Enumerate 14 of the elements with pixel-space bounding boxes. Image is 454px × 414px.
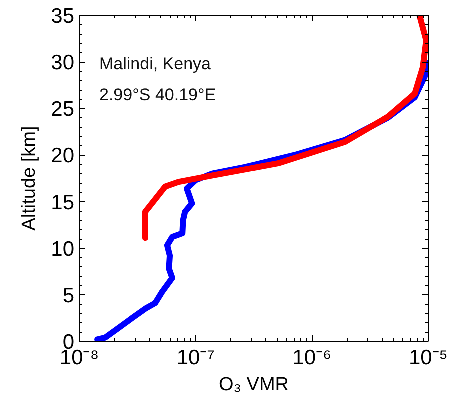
y-axis-title: Altitude [km] xyxy=(19,126,40,231)
y-tick-label: 5 xyxy=(62,284,75,308)
annotation: Malindi, Kenya xyxy=(100,54,212,74)
y-tick-label: 25 xyxy=(51,98,74,122)
y-tick-label: 10 xyxy=(51,238,74,261)
x-axis-title: O₃ VMR xyxy=(218,374,290,396)
x-tick-label: 10⁻⁵ xyxy=(408,346,448,370)
annotation: 2.99°S 40.19°E xyxy=(100,86,216,104)
y-tick-label: 20 xyxy=(51,144,74,168)
y-tick-label: 15 xyxy=(51,191,74,214)
x-tick-label: 10⁻⁷ xyxy=(176,346,215,370)
y-tick-label: 30 xyxy=(51,52,74,75)
x-tick-label: 10⁻⁶ xyxy=(292,346,332,370)
y-tick-label: 35 xyxy=(51,5,74,28)
